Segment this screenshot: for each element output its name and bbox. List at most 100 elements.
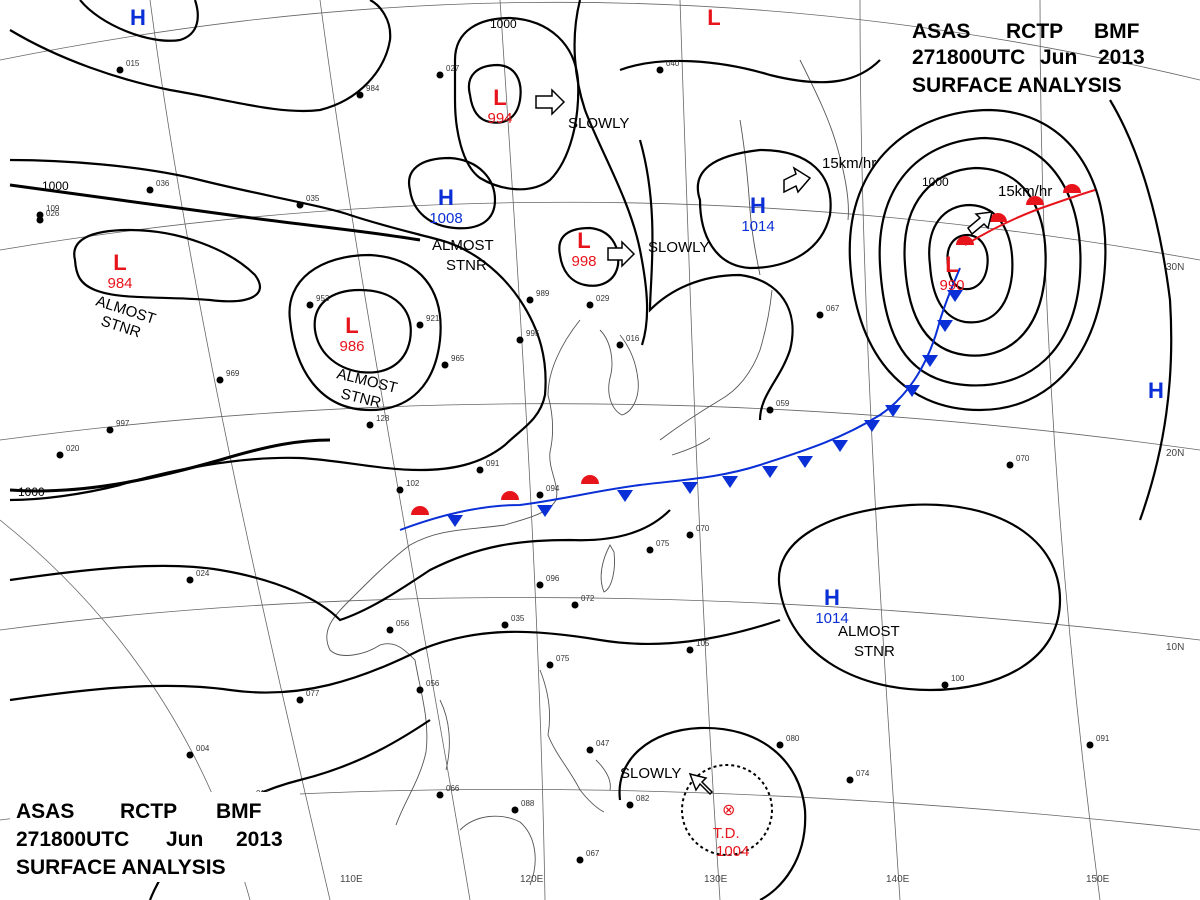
station-marker [416, 321, 424, 329]
station-marker [436, 791, 444, 799]
isobar-label: 1000 [42, 179, 69, 193]
grid-line [679, 0, 721, 900]
tropical-depression: ⊗ T.D. 1004 [713, 802, 749, 860]
header-month: Jun [166, 828, 203, 851]
high-center-letter: H [1148, 378, 1164, 403]
cold-front-triangle [937, 320, 953, 332]
coastline-china-east [326, 319, 581, 661]
latitude-ticks: 30N 20N 10N [1166, 262, 1184, 653]
movement-note: SLOWLY [620, 765, 681, 782]
stationary-front [399, 267, 961, 531]
movement-note: SLOWLY [648, 239, 709, 256]
stationary-note-line2: STNR [854, 643, 895, 660]
arrow-low-994 [535, 88, 566, 116]
station-marker [441, 361, 449, 369]
header-title: SURFACE ANALYSIS [16, 856, 226, 879]
station-marker [536, 491, 544, 499]
station-marker [526, 296, 534, 304]
station-pressure: 056 [396, 619, 410, 628]
station-marker [116, 66, 124, 74]
movement-notes: SLOWLY SLOWLY SLOWLY 15km/hr 15km/hr [568, 115, 1052, 782]
isobar-high-1008 [407, 156, 497, 230]
station-pressure: 070 [696, 524, 710, 533]
station-pressure: 100 [951, 674, 965, 683]
warm-front [964, 189, 1096, 246]
arrow-td [688, 772, 714, 796]
pressure-center-value: 998 [571, 253, 596, 270]
low-center-letter: L [577, 228, 590, 253]
station-marker [516, 336, 524, 344]
station-marker [846, 776, 854, 784]
grid-line [0, 597, 1200, 641]
station-pressure: 040 [666, 59, 680, 68]
station-pressure: 080 [786, 734, 800, 743]
movement-note: SLOWLY [568, 115, 629, 132]
station-marker [776, 741, 784, 749]
station-marker [186, 576, 194, 584]
cold-front-triangle [947, 290, 963, 302]
grid-line [1039, 0, 1101, 900]
isobar-south-west [9, 618, 781, 702]
station-pressure: 047 [596, 739, 610, 748]
header-title: SURFACE ANALYSIS [912, 74, 1122, 97]
lon-tick: 120E [520, 874, 544, 885]
cold-front-triangle [922, 355, 938, 367]
header-time: 271800UTC [912, 46, 1025, 69]
isobar-north-high [79, 0, 199, 42]
cold-front-triangle [682, 482, 698, 494]
header-product: ASAS [912, 20, 970, 43]
high-center-letter: H [130, 5, 146, 30]
isobar-labels: 1000 1000 1000 1000 [18, 17, 949, 499]
warm-front-semicircle [411, 506, 429, 515]
isobar-low-984 [73, 228, 262, 303]
coastline-japan [659, 289, 773, 456]
isobar-low-990-3 [903, 166, 1047, 357]
isobar-1000-south [9, 438, 331, 493]
td-circulation [681, 764, 773, 856]
station-pressure: 016 [626, 334, 640, 343]
station-marker [571, 601, 579, 609]
station-pressure: 995 [526, 329, 540, 338]
station-pressure: 105 [696, 639, 710, 648]
station-pressure: 096 [546, 574, 560, 583]
isobar-label: 1000 [18, 485, 45, 499]
cold-front-triangle [617, 490, 633, 502]
cold-front-triangle [864, 420, 880, 432]
station-marker [56, 451, 64, 459]
station-pressure: 953 [316, 294, 330, 303]
station-pressure: 075 [656, 539, 670, 548]
station-pressure: 035 [511, 614, 525, 623]
grid-line [0, 403, 1200, 451]
header-year: 2013 [1098, 46, 1145, 69]
station-marker [646, 546, 654, 554]
header-time: 271800UTC [16, 828, 129, 851]
station-pressure: 026 [46, 209, 60, 218]
pressure-center-value: 984 [107, 275, 132, 292]
header-code: BMF [216, 800, 262, 823]
stationary-notes: ALMOST STNR ALMOST STNR ALMOST STNR ALMO… [94, 237, 900, 660]
lon-tick: 130E [704, 874, 728, 885]
station-pressure: 091 [486, 459, 500, 468]
station-marker [511, 806, 519, 814]
station-marker [546, 661, 554, 669]
station-pressure: 015 [126, 59, 140, 68]
station-marker [386, 626, 394, 634]
station-marker [501, 621, 509, 629]
isobar-nw-a [9, 0, 392, 113]
station-marker [106, 426, 114, 434]
station-pressure: 102 [406, 479, 420, 488]
warm-front-semicircle [1063, 184, 1081, 193]
station-pressure: 075 [556, 654, 570, 663]
coastline-indochina [395, 659, 450, 826]
td-label: T.D. [713, 825, 740, 842]
cold-front-triangle [885, 405, 901, 417]
header-year: 2013 [236, 828, 283, 851]
header-code: BMF [1094, 20, 1140, 43]
station-marker [686, 531, 694, 539]
station-marker [216, 376, 224, 384]
station-pressure: 066 [446, 784, 460, 793]
isobar-low-986-outer [288, 253, 442, 412]
